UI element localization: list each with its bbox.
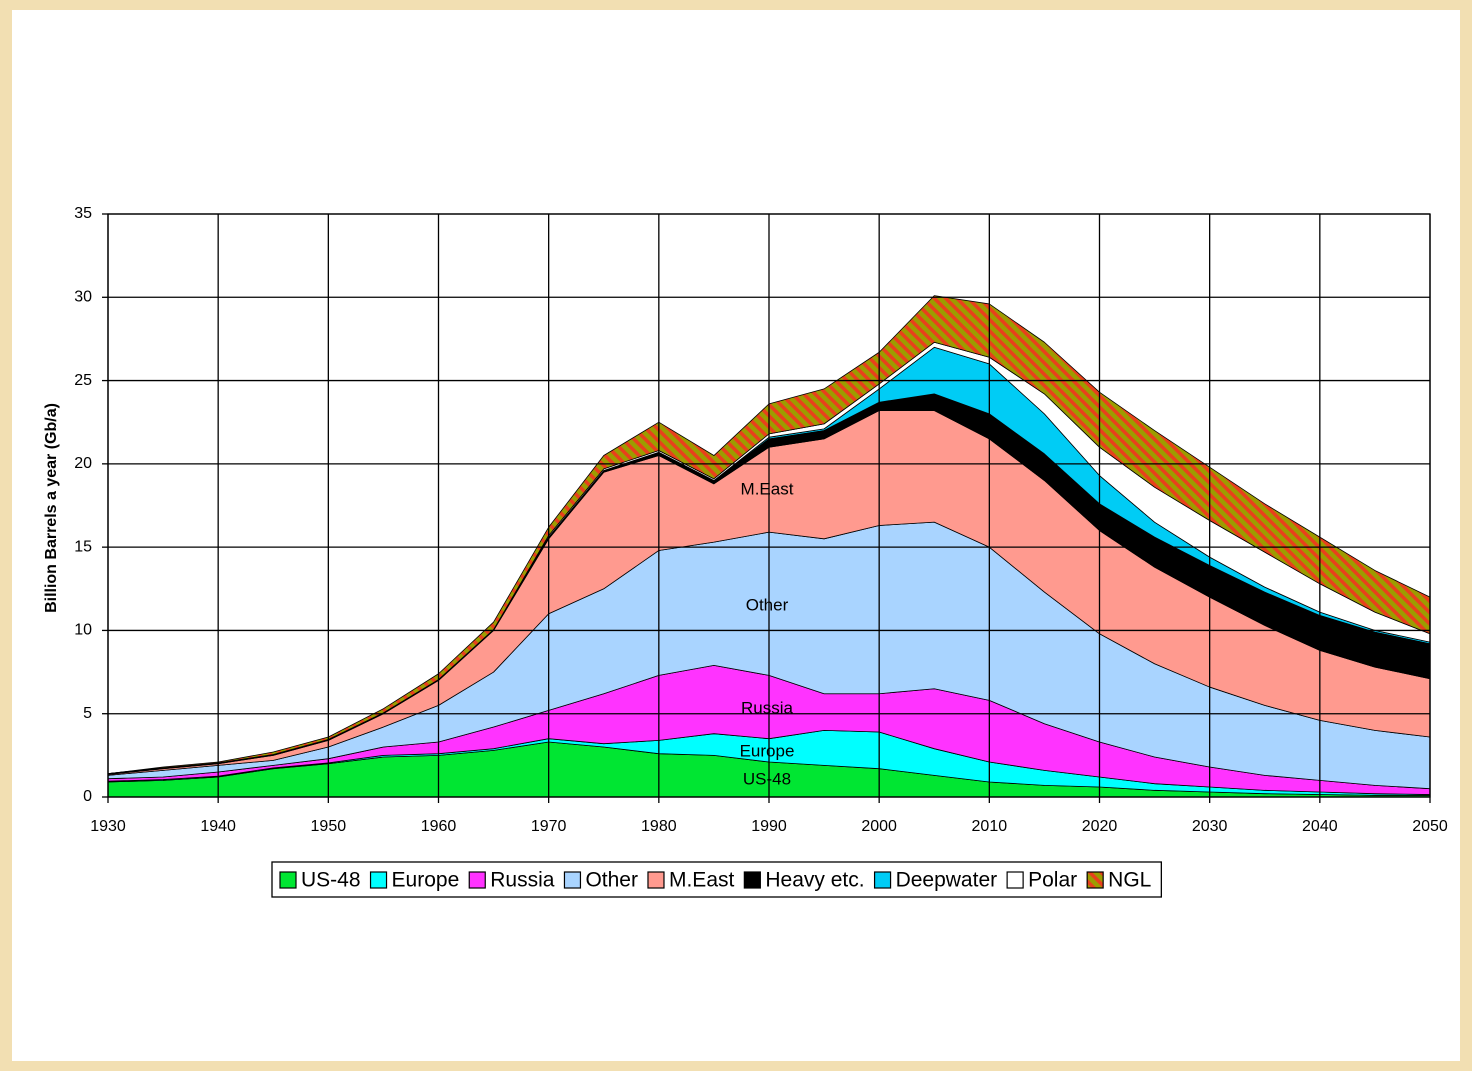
area-label: US-48 [743, 769, 791, 788]
y-tick-label: 30 [74, 289, 92, 306]
x-tick-label: 2030 [1192, 818, 1228, 835]
legend-swatch [647, 871, 665, 889]
x-tick-label: 1930 [90, 818, 126, 835]
legend-label: Other [585, 869, 638, 892]
legend-label: Russia [490, 869, 555, 892]
x-tick-label: 1950 [311, 818, 347, 835]
legend-swatch [468, 871, 486, 889]
y-tick-label: 25 [74, 372, 92, 389]
legend-label: Deepwater [896, 869, 998, 892]
x-tick-label: 1960 [421, 818, 457, 835]
y-tick-label: 20 [74, 455, 92, 472]
area-label: Other [746, 595, 789, 614]
x-tick-label: 2000 [861, 818, 897, 835]
legend-swatch [873, 871, 892, 889]
legend-swatch [1006, 871, 1024, 889]
legend-label: US-48 [301, 869, 361, 892]
area-label: M.East [741, 479, 794, 498]
y-tick-label: 0 [83, 788, 92, 805]
legend-label: Europe [392, 869, 460, 892]
x-tick-label: 1970 [531, 818, 567, 835]
legend: US-48 Europe Russia Other M.East Heavy etc. De… [271, 861, 1162, 898]
x-tick-label: 2050 [1412, 818, 1448, 835]
area-label: Europe [740, 741, 795, 760]
y-axis-label: Billion Barrels a year (Gb/a) [43, 403, 60, 613]
legend-label: Polar [1028, 869, 1077, 892]
legend-label: NGL [1108, 869, 1151, 892]
x-tick-label: 1990 [751, 818, 787, 835]
legend-label: M.East [669, 869, 735, 892]
x-tick-label: 1980 [641, 818, 677, 835]
x-tick-label: 2020 [1082, 818, 1118, 835]
x-tick-label: 2010 [972, 818, 1008, 835]
x-tick-label: 2040 [1302, 818, 1338, 835]
legend-swatch [743, 871, 761, 889]
legend-swatch [563, 871, 582, 889]
y-tick-label: 35 [74, 205, 92, 222]
y-tick-label: 10 [74, 622, 92, 639]
legend-label: Heavy etc. [765, 869, 864, 892]
y-tick-label: 5 [83, 705, 92, 722]
area-label: Russia [741, 698, 794, 717]
legend-swatch [369, 871, 388, 889]
legend-swatch [279, 871, 297, 889]
legend-swatch [1086, 871, 1104, 889]
y-tick-label: 15 [74, 538, 92, 555]
x-tick-label: 1940 [200, 818, 236, 835]
plot-frame [107, 213, 1431, 798]
